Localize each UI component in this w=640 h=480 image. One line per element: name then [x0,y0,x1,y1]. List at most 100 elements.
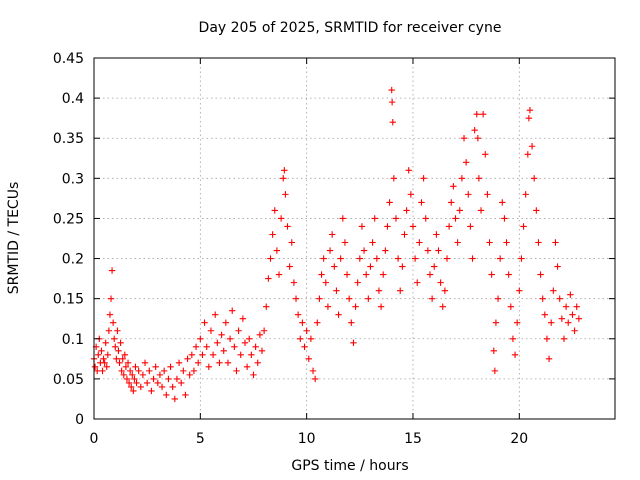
data-point [541,311,549,318]
data-point [129,371,136,379]
plot-frame [93,57,616,420]
data-point [152,363,159,371]
data-point [337,255,344,262]
data-point [177,379,185,387]
data-point [452,215,459,222]
data-point [507,303,514,310]
data-point [235,327,242,334]
data-point [403,207,410,214]
data-point [431,263,438,270]
data-point [382,247,389,254]
data-point [307,335,315,342]
data-point [509,335,517,342]
data-point [341,239,349,246]
data-point [439,303,446,310]
data-point [482,151,489,158]
data-point [192,343,200,350]
data-point [462,159,470,166]
data-point [104,351,112,359]
data-point [288,239,295,246]
data-point [320,255,327,262]
data-point [107,295,115,302]
data-point [397,287,404,294]
data-point [143,379,151,387]
y-tick-label: 0.05 [53,372,84,388]
data-point [386,199,393,206]
data-point [314,319,321,326]
data-point [414,279,421,286]
x-axis-label: GPS time / hours [291,458,408,474]
data-point [494,295,502,302]
x-tick-label: 5 [196,431,205,447]
data-point [156,371,164,379]
data-point [384,223,391,230]
data-point [328,231,336,238]
data-point [477,207,485,214]
data-point [243,363,251,371]
data-point [252,343,259,350]
data-point [522,191,529,198]
data-point [407,191,415,198]
data-point [552,239,559,246]
data-point [371,215,378,222]
data-point [460,135,468,142]
data-point [114,327,121,334]
x-axis-ticks: 0 5 10 15 20 [90,58,528,447]
data-point [258,347,266,355]
data-point [186,371,193,379]
data-point [405,167,412,174]
data-point [141,359,149,367]
data-point [554,263,561,270]
data-point [496,255,504,262]
data-point [324,303,332,310]
data-point [569,311,576,318]
data-point [550,287,557,294]
data-point [305,355,312,363]
data-point [133,379,140,387]
data-point [130,387,137,395]
data-point [182,391,189,399]
data-point [380,271,387,278]
data-point [101,359,108,367]
y-tick-label: 0.45 [53,51,84,67]
data-point [100,355,107,363]
x-tick-label: 20 [510,431,528,447]
y-axis-label: SRMTID / TECUs [6,182,22,295]
data-point [394,255,402,262]
data-point [524,151,532,158]
data-point [437,279,444,286]
data-point [316,295,323,302]
data-point [362,271,370,278]
data-point [358,223,366,230]
data-point [175,359,183,367]
data-point [343,271,351,278]
data-point [273,247,281,254]
data-point [281,167,288,174]
data-point [197,335,204,342]
data-point [533,207,540,214]
data-point [154,379,161,387]
data-point [284,223,291,230]
data-point [311,375,319,383]
data-point [348,319,355,326]
data-point [205,363,213,371]
data-point [360,247,368,254]
data-point [109,319,117,326]
data-point [399,263,406,270]
data-point [354,279,361,286]
data-point [271,207,278,214]
data-point [471,127,478,134]
data-point [454,239,461,246]
data-point [401,231,408,238]
data-point [265,275,272,282]
data-point [131,375,138,383]
data-point [128,383,135,391]
data-point [335,311,342,318]
data-point [560,335,568,342]
chart-title: Day 205 of 2025, SRMTID for receiver cyn… [199,20,502,36]
data-point [99,367,106,375]
data-point [303,327,310,334]
data-point [263,303,270,310]
data-point [207,327,215,334]
data-point [309,367,317,375]
